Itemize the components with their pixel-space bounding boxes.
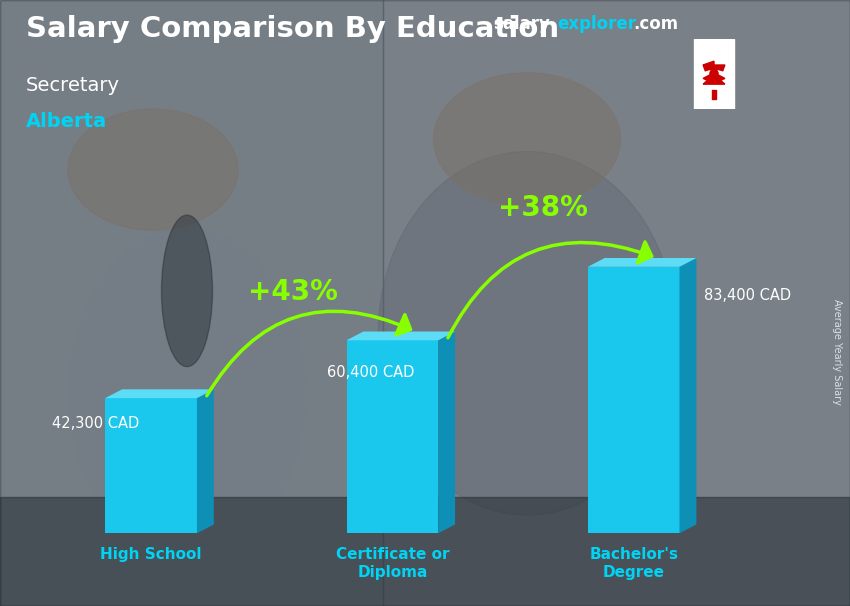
Bar bbox=[588, 267, 679, 533]
Text: salary: salary bbox=[493, 15, 550, 33]
FancyArrowPatch shape bbox=[448, 242, 652, 338]
Circle shape bbox=[68, 109, 238, 230]
Bar bbox=[105, 398, 197, 533]
Bar bbox=[694, 39, 734, 109]
FancyArrowPatch shape bbox=[207, 311, 411, 396]
Text: Average Yearly Salary: Average Yearly Salary bbox=[832, 299, 842, 404]
Circle shape bbox=[434, 73, 620, 206]
Text: Alberta: Alberta bbox=[26, 112, 106, 131]
Text: Salary Comparison By Education: Salary Comparison By Education bbox=[26, 15, 558, 43]
Text: 42,300 CAD: 42,300 CAD bbox=[52, 416, 139, 431]
Polygon shape bbox=[588, 258, 696, 267]
Text: 60,400 CAD: 60,400 CAD bbox=[327, 365, 415, 380]
Text: Secretary: Secretary bbox=[26, 76, 120, 95]
Polygon shape bbox=[347, 331, 455, 341]
Polygon shape bbox=[679, 258, 696, 533]
Polygon shape bbox=[439, 331, 455, 533]
Polygon shape bbox=[105, 389, 214, 398]
Text: +43%: +43% bbox=[248, 278, 338, 306]
Bar bbox=[347, 341, 439, 533]
Text: .com: .com bbox=[633, 15, 678, 33]
Polygon shape bbox=[703, 61, 725, 84]
Text: +38%: +38% bbox=[498, 195, 588, 222]
Ellipse shape bbox=[162, 215, 212, 367]
Ellipse shape bbox=[378, 152, 676, 515]
Text: 83,400 CAD: 83,400 CAD bbox=[704, 288, 790, 303]
Text: explorer: explorer bbox=[557, 15, 636, 33]
Ellipse shape bbox=[68, 227, 306, 561]
Polygon shape bbox=[197, 389, 214, 533]
